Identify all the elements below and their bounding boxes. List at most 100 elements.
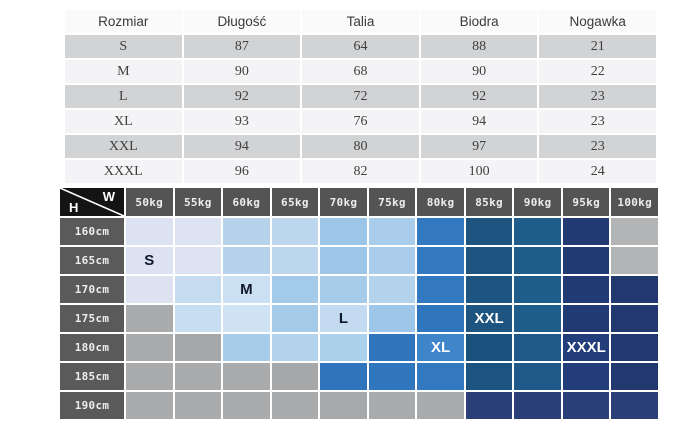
size-label: M <box>240 281 253 298</box>
matrix-cell <box>320 334 367 361</box>
height-row-header: 170cm <box>60 276 124 303</box>
matrix-cell <box>368 218 416 245</box>
matrix-cell <box>126 218 173 245</box>
matrix-cell <box>271 276 319 303</box>
size-table-value-cell: 23 <box>539 85 656 108</box>
matrix-cell <box>271 247 319 274</box>
weight-column-header: 55kg <box>174 188 222 216</box>
height-row-header: 185cm <box>60 363 124 390</box>
matrix-cell <box>465 392 513 419</box>
matrix-cell: M <box>223 276 270 303</box>
matrix-cell <box>174 305 222 332</box>
height-row-header: 165cm <box>60 247 124 274</box>
size-label: S <box>144 252 155 269</box>
diagonal-divider-line <box>60 188 124 216</box>
weight-column-header: 65kg <box>271 188 319 216</box>
matrix-cell <box>223 363 270 390</box>
size-table-value-cell: 80 <box>302 135 419 158</box>
matrix-cell <box>271 218 319 245</box>
size-table-size-cell: XXXL <box>65 160 182 183</box>
size-table-value-cell: 23 <box>539 135 656 158</box>
matrix-cell <box>562 363 610 390</box>
size-label: XXXL <box>566 339 606 356</box>
matrix-cell <box>611 305 658 332</box>
matrix-cell <box>465 276 513 303</box>
matrix-cell <box>611 363 658 390</box>
weight-column-header: 90kg <box>514 188 561 216</box>
matrix-cell <box>514 392 561 419</box>
size-table-column-header: Nogawka <box>539 10 656 33</box>
size-label: XXL <box>474 310 504 327</box>
weight-column-header: 75kg <box>368 188 416 216</box>
size-table-value-cell: 22 <box>539 60 656 83</box>
matrix-cell <box>223 218 270 245</box>
size-table-value-cell: 92 <box>420 85 538 108</box>
matrix-cell <box>174 392 222 419</box>
size-table-value-cell: 87 <box>183 35 301 58</box>
size-table-value-cell: 88 <box>420 35 538 58</box>
matrix-cell <box>223 392 270 419</box>
matrix-cell <box>514 247 561 274</box>
matrix-cell <box>611 334 658 361</box>
matrix-cell <box>320 276 367 303</box>
matrix-cell <box>320 392 367 419</box>
matrix-cell <box>514 276 561 303</box>
matrix-cell <box>611 247 658 274</box>
corner-height-axis-label: H <box>69 200 79 215</box>
weight-column-header: 60kg <box>223 188 270 216</box>
corner-weight-axis-label: W <box>102 189 115 204</box>
weight-column-header: 80kg <box>417 188 464 216</box>
size-label: L <box>338 310 349 327</box>
size-table-value-cell: 90 <box>420 60 538 83</box>
size-table-value-cell: 24 <box>539 160 656 183</box>
matrix-cell <box>465 334 513 361</box>
size-table-column-header: Biodra <box>420 10 538 33</box>
matrix-cell <box>368 334 416 361</box>
size-table-value-cell: 94 <box>420 110 538 133</box>
size-table-size-cell: M <box>65 60 182 83</box>
size-table-value-cell: 100 <box>420 160 538 183</box>
matrix-cell <box>417 392 464 419</box>
matrix-cell <box>320 218 367 245</box>
matrix-cell <box>514 305 561 332</box>
height-row-header: 175cm <box>60 305 124 332</box>
size-measurements-table: Rozmiar Długość Talia Biodra Nogawka S 87 64 88 2… <box>65 10 656 183</box>
weight-column-header: 100kg <box>611 188 658 216</box>
matrix-cell: S <box>126 247 173 274</box>
matrix-cell <box>465 218 513 245</box>
size-table-value-cell: 92 <box>183 85 301 108</box>
matrix-cell <box>271 392 319 419</box>
matrix-cell <box>174 247 222 274</box>
matrix-cell <box>611 218 658 245</box>
matrix-cell <box>368 247 416 274</box>
weight-column-header: 50kg <box>126 188 173 216</box>
matrix-cell <box>174 218 222 245</box>
size-table-value-cell: 23 <box>539 110 656 133</box>
matrix-cell <box>223 305 270 332</box>
matrix-cell <box>126 392 173 419</box>
weight-column-header: 95kg <box>562 188 610 216</box>
matrix-cell <box>320 363 367 390</box>
matrix-cell <box>368 305 416 332</box>
size-table-value-cell: 94 <box>183 135 301 158</box>
size-table-value-cell: 97 <box>420 135 538 158</box>
height-weight-matrix: W H 50kg 55kg 60kg 65kg 70kg 75kg 80kg 85kg 90kg… <box>60 188 658 419</box>
matrix-cell <box>611 276 658 303</box>
matrix-cell <box>126 363 173 390</box>
weight-column-header: 85kg <box>465 188 513 216</box>
matrix-cell <box>611 392 658 419</box>
matrix-cell <box>126 334 173 361</box>
size-table-size-cell: XXL <box>65 135 182 158</box>
matrix-cell <box>417 305 464 332</box>
size-table-value-cell: 90 <box>183 60 301 83</box>
size-label: XL <box>430 339 451 356</box>
matrix-cell <box>465 363 513 390</box>
size-table-column-header: Talia <box>302 10 419 33</box>
size-table-column-header: Rozmiar <box>65 10 182 33</box>
matrix-cell <box>514 218 561 245</box>
matrix-cell <box>174 334 222 361</box>
size-table-value-cell: 76 <box>302 110 419 133</box>
matrix-cell: L <box>320 305 367 332</box>
size-table-column-header: Długość <box>183 10 301 33</box>
